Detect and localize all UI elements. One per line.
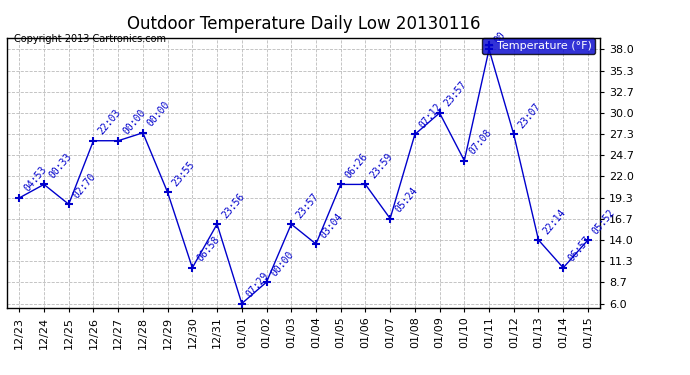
Text: Outdoor Temperature Daily Low 20130116: Outdoor Temperature Daily Low 20130116 [127, 15, 480, 33]
Text: 07:08: 07:08 [467, 128, 493, 156]
Temperature (°F) [312, 242, 320, 246]
Temperature (°F) [15, 196, 23, 200]
Text: 23:57: 23:57 [442, 80, 469, 109]
Temperature (°F) [237, 301, 246, 306]
Text: 05:24: 05:24 [393, 186, 420, 214]
Text: 00:00: 00:00 [121, 108, 148, 136]
Text: 02:70: 02:70 [72, 171, 98, 200]
Temperature (°F) [188, 266, 197, 270]
Text: 22:03: 22:03 [96, 108, 123, 136]
Temperature (°F) [534, 238, 542, 242]
Temperature (°F) [65, 202, 73, 207]
Text: 23:56: 23:56 [220, 191, 246, 220]
Temperature (°F) [262, 280, 270, 284]
Temperature (°F) [435, 111, 444, 115]
Legend: Temperature (°F): Temperature (°F) [482, 38, 595, 54]
Temperature (°F) [386, 216, 394, 221]
Text: 00:00: 00:00 [146, 100, 172, 129]
Text: 07:12: 07:12 [417, 101, 444, 130]
Text: 06:58: 06:58 [195, 235, 221, 264]
Text: 06:26: 06:26 [344, 152, 370, 180]
Temperature (°F) [337, 182, 345, 187]
Temperature (°F) [164, 190, 172, 195]
Temperature (°F) [213, 222, 221, 226]
Text: 04:53: 04:53 [22, 165, 48, 194]
Text: 00:33: 00:33 [47, 152, 73, 180]
Temperature (°F) [40, 182, 48, 187]
Text: 23:07: 23:07 [517, 101, 543, 130]
Text: Copyright 2013 Cartronics.com: Copyright 2013 Cartronics.com [14, 34, 166, 44]
Temperature (°F) [89, 138, 97, 143]
Temperature (°F) [460, 158, 469, 163]
Temperature (°F) [362, 182, 370, 187]
Text: 23:57: 23:57 [294, 191, 321, 220]
Text: 07:29: 07:29 [244, 270, 271, 299]
Temperature (°F) [411, 132, 419, 136]
Text: 23:55: 23:55 [170, 159, 197, 188]
Text: 06:57: 06:57 [566, 235, 593, 264]
Text: 05:52: 05:52 [591, 207, 618, 236]
Text: 00:00: 00:00 [269, 249, 296, 278]
Temperature (°F) [139, 130, 147, 135]
Temperature (°F) [485, 47, 493, 52]
Text: 00: 00 [492, 30, 507, 45]
Temperature (°F) [287, 222, 295, 226]
Temperature (°F) [510, 132, 518, 136]
Temperature (°F) [114, 138, 122, 143]
Temperature (°F) [584, 238, 592, 242]
Text: 03:04: 03:04 [319, 211, 345, 240]
Text: 23:59: 23:59 [368, 152, 395, 180]
Temperature (°F) [559, 266, 567, 270]
Text: 22:14: 22:14 [541, 207, 568, 236]
Line: Temperature (°F): Temperature (°F) [15, 45, 592, 308]
